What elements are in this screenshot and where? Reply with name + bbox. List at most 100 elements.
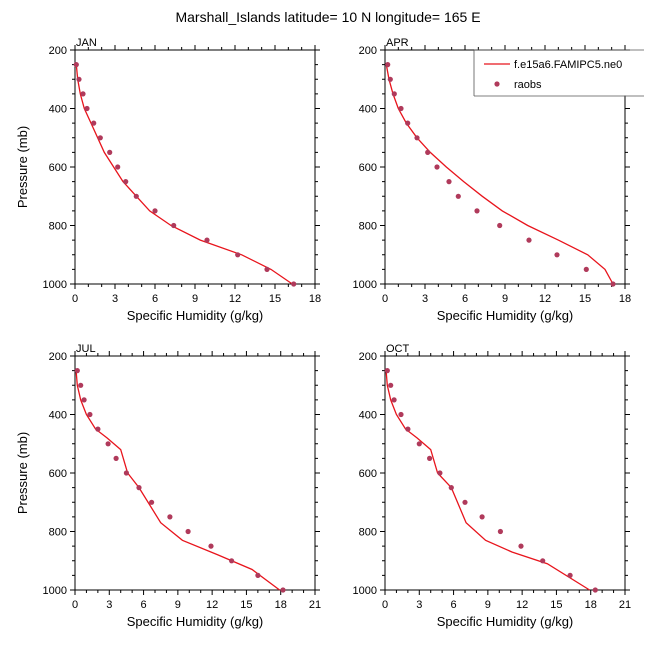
panel-jul: JUL 0 3 6 9 12 15 18 21 200 400 600 800 1000 Specific … [15,343,321,629]
raob-point [592,587,598,593]
x-tick-label: 15 [269,293,281,305]
raob-point [462,499,468,505]
raob-point [414,135,420,141]
model-profile-line [385,370,590,591]
raob-point [80,91,86,97]
raob-point [123,470,129,476]
x-tick-label: 18 [309,293,321,305]
raob-point [497,528,503,535]
x-tick-label: 12 [229,293,241,305]
x-tick-label: 3 [422,293,428,305]
x-tick-label: 0 [72,599,78,611]
raob-point [391,397,397,403]
raob-point [280,587,286,593]
y-tick-label: 200 [49,45,67,57]
raob-point [610,281,616,287]
y-tick-label: 400 [49,104,67,116]
raob-point [136,485,142,491]
raob-point [567,572,573,579]
panel-title: OCT [386,343,410,355]
panel-title: JAN [76,37,97,49]
x-tick-label: 15 [240,599,252,611]
raob-point [255,572,261,579]
legend-obs-label: raobs [514,79,542,91]
x-tick-label: 18 [585,599,597,611]
x-tick-label: 12 [516,599,528,611]
x-tick-label: 18 [275,599,287,611]
x-tick-label: 15 [579,293,591,305]
raob-point [291,281,297,287]
raob-point [437,470,443,476]
raob-point [391,91,397,97]
raob-point [149,499,155,505]
y-axis-label: Pressure (mb) [15,126,30,208]
raob-point [73,62,79,68]
raob-point [416,441,422,447]
raob-point [474,208,480,214]
panel-oct: OCT 0 3 6 9 12 15 18 21 200 400 600 800 1000 Specific … [353,343,632,629]
raob-point [448,485,454,491]
y-tick-label: 1000 [43,585,67,597]
y-axis-label: Pressure (mb) [15,432,30,514]
legend-model-label: f.e15a6.FAMIPC5.ne0 [514,59,622,71]
x-tick-label: 12 [539,293,551,305]
x-tick-label: 3 [416,599,422,611]
raob-point [185,528,191,535]
figure-title: Marshall_Islands latitude= 10 N longitud… [175,9,480,25]
raob-point [455,193,461,199]
raob-point [398,411,404,418]
raob-point [105,441,111,447]
raob-point [84,105,90,112]
x-tick-label: 9 [485,599,491,611]
raob-point [95,426,101,432]
raob-point [87,411,93,418]
y-tick-label: 400 [49,410,67,422]
x-tick-label: 0 [72,293,78,305]
panel-jan: JAN 0 3 6 9 12 15 18 200 400 600 800 1000 Specific Hu… [15,37,321,323]
y-tick-label: 800 [359,221,377,233]
raob-point [74,368,80,374]
raob-point [76,76,82,82]
x-tick-label: 9 [175,599,181,611]
raob-point [425,149,431,155]
raob-point [123,179,129,185]
raob-point [229,558,235,564]
raob-point [152,208,158,214]
model-profile-line [385,64,614,285]
raob-point [78,382,84,388]
raob-point [81,397,87,403]
x-tick-label: 6 [462,293,468,305]
x-tick-label: 0 [382,599,388,611]
x-tick-label: 21 [309,599,321,611]
panel-apr: APR 0 3 6 9 12 15 18 200 400 600 800 1000 Specific Hu… [353,37,644,323]
raob-point [167,514,173,520]
y-tick-label: 200 [359,351,377,363]
raob-point [91,120,97,126]
x-tick-label: 15 [550,599,562,611]
model-profile-line [75,64,293,285]
raob-point [387,76,393,82]
x-axis-label: Specific Humidity (g/kg) [437,308,574,323]
y-tick-label: 600 [359,468,377,480]
x-tick-label: 6 [152,293,158,305]
raob-point [434,164,440,170]
legend: f.e15a6.FAMIPC5.ne0 raobs [473,49,644,97]
y-tick-label: 800 [49,221,67,233]
y-tick-label: 600 [359,162,377,174]
raob-point [405,426,411,432]
x-tick-label: 12 [206,599,218,611]
raob-point [479,514,485,520]
x-axis-label: Specific Humidity (g/kg) [437,614,574,629]
x-tick-label: 3 [106,599,112,611]
raob-point [398,105,404,112]
panel-title: APR [386,37,409,49]
raob-point [384,368,390,374]
raob-point [208,543,214,549]
x-tick-label: 9 [502,293,508,305]
x-tick-label: 6 [451,599,457,611]
y-tick-label: 800 [49,527,67,539]
plot-frame [74,49,316,285]
y-tick-label: 200 [49,351,67,363]
raob-point [554,252,560,258]
